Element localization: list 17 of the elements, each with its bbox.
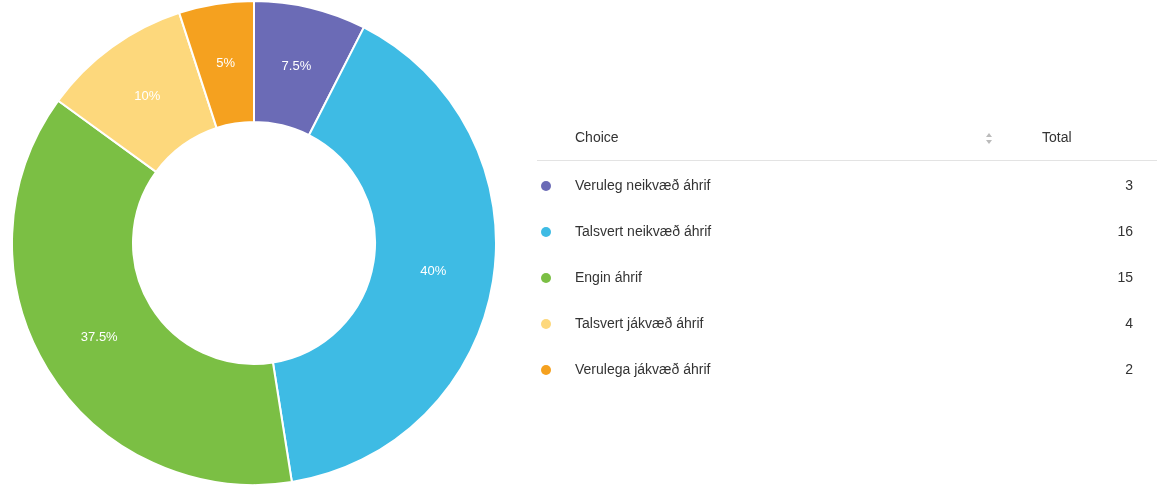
- data-label: 10%: [134, 87, 161, 103]
- legend-label: Engin áhrif: [575, 269, 642, 285]
- text: 15: [1117, 269, 1133, 285]
- legend-label: Veruleg neikvæð áhrif: [575, 177, 711, 193]
- data-label: 5%: [216, 55, 236, 71]
- legend-label: Talsvert jákvæð áhrif: [575, 315, 704, 331]
- data-label: 37.5%: [80, 329, 119, 345]
- data-label: 7.5%: [281, 58, 312, 74]
- text: Total: [1042, 129, 1072, 145]
- text: 16: [1117, 223, 1133, 239]
- text: 3: [1125, 177, 1133, 193]
- legend-label: Verulega jákvæð áhrif: [575, 361, 711, 377]
- legend-label: Talsvert neikvæð áhrif: [575, 223, 712, 239]
- text: 4: [1125, 315, 1133, 331]
- text: 2: [1125, 361, 1133, 377]
- data-label: 40%: [420, 262, 447, 278]
- legend-title: Choice: [575, 129, 619, 145]
